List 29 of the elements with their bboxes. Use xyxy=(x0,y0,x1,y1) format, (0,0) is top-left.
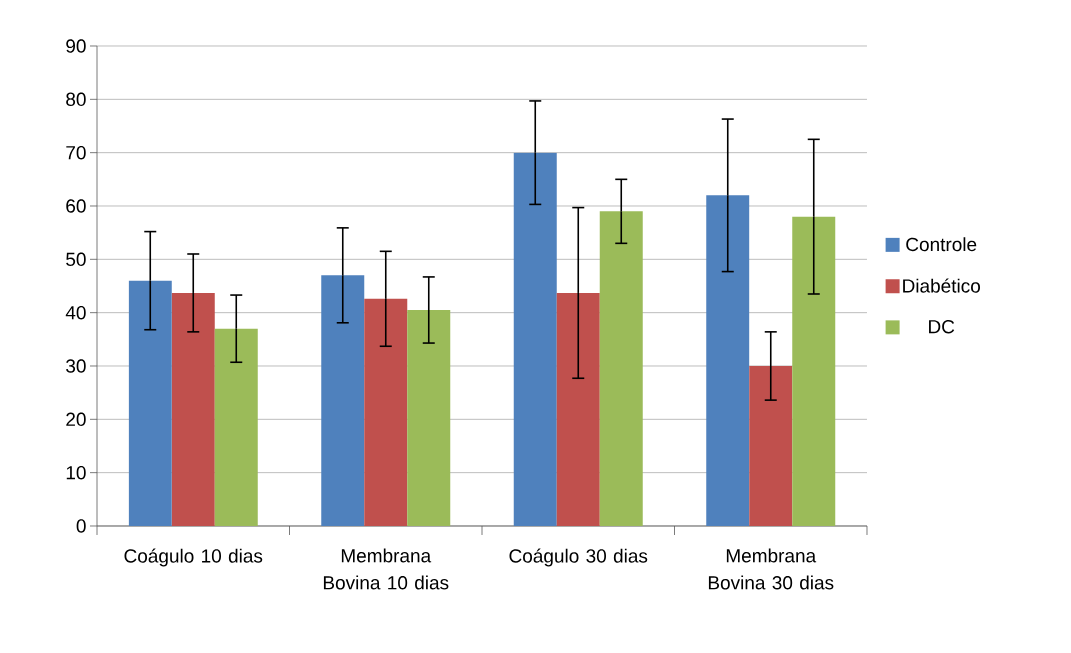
y-tick-label: 60 xyxy=(66,199,86,213)
legend-label: DC xyxy=(929,319,955,334)
bar xyxy=(364,298,408,526)
y-tick-label: 80 xyxy=(66,92,86,107)
y-tick-label: 20 xyxy=(66,412,86,427)
bar xyxy=(407,309,451,526)
bar xyxy=(599,211,643,526)
x-tick-label: Membrana Bovina 30 dias xyxy=(708,548,834,590)
y-tick-label: 90 xyxy=(66,39,86,53)
bar xyxy=(706,195,750,526)
x-tick-label: Membrana Bovina 10 dias xyxy=(323,548,449,590)
bar xyxy=(171,292,215,526)
x-tick-label: Coágulo 10 dias xyxy=(124,548,263,567)
y-tick-label: 40 xyxy=(65,305,86,320)
y-tick-label: 0 xyxy=(76,519,86,533)
bar xyxy=(321,275,365,526)
x-tick-label: Coágulo 30 dias xyxy=(509,548,648,567)
y-tick-label: 70 xyxy=(66,145,86,160)
legend-label: Diabético xyxy=(903,278,980,293)
bar xyxy=(513,152,557,526)
y-tick-label: 30 xyxy=(66,359,86,373)
y-tick-label: 10 xyxy=(66,465,86,480)
bar xyxy=(214,328,258,526)
bar xyxy=(749,365,793,526)
bar xyxy=(556,292,600,526)
y-tick-label: 50 xyxy=(66,252,86,267)
bar xyxy=(792,216,836,526)
bar xyxy=(128,280,172,526)
legend-label: Controle xyxy=(906,237,977,252)
